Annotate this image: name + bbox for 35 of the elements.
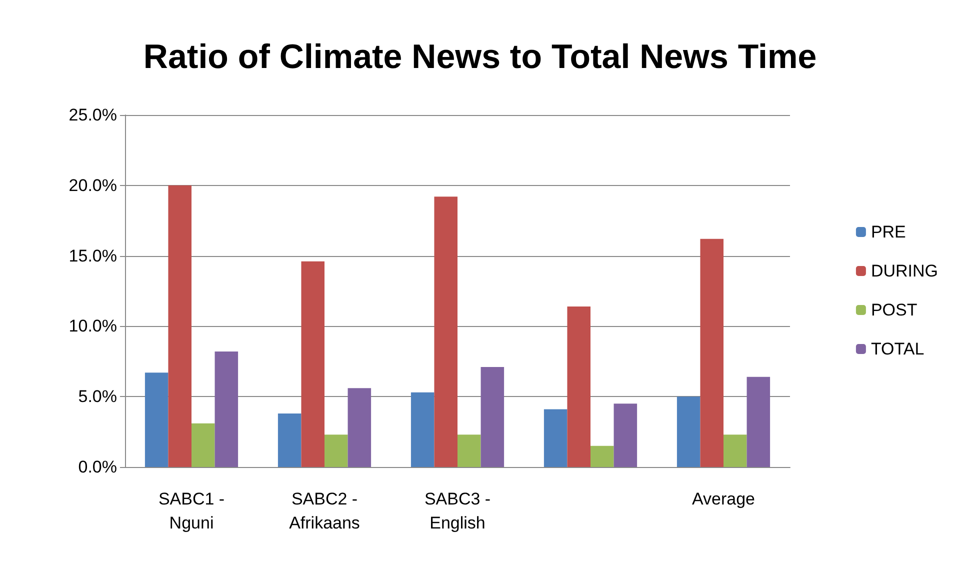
bar bbox=[434, 196, 458, 467]
x-tick-label: SABC3 - English bbox=[424, 490, 491, 532]
bar bbox=[301, 261, 324, 467]
legend-label: POST bbox=[870, 300, 918, 320]
bar bbox=[590, 446, 614, 467]
legend-label: DURING bbox=[870, 262, 938, 280]
bar bbox=[410, 392, 434, 467]
y-tick-label: 0.0% bbox=[78, 458, 117, 476]
y-tick-label: 5.0% bbox=[78, 387, 117, 406]
bar bbox=[168, 185, 192, 467]
y-tick-label: 25.0% bbox=[68, 106, 117, 124]
bar bbox=[724, 434, 747, 467]
y-tick-label: 15.0% bbox=[68, 246, 117, 266]
x-tick-label: SABC2 - Afrikaans bbox=[289, 490, 360, 532]
bar bbox=[348, 388, 372, 467]
x-tick-label: SABC1 - Nguni bbox=[158, 490, 225, 532]
legend-label: TOTAL bbox=[870, 340, 924, 358]
bar bbox=[480, 367, 504, 467]
bar bbox=[746, 376, 770, 467]
bar bbox=[567, 306, 590, 467]
chart-title: Ratio of Climate News to Total News Time bbox=[143, 38, 817, 76]
y-tick-label: 20.0% bbox=[68, 176, 117, 195]
bar bbox=[676, 396, 700, 467]
x-tick-label: Average bbox=[692, 490, 756, 508]
bar bbox=[324, 434, 348, 467]
bar bbox=[458, 434, 481, 467]
bar bbox=[700, 238, 724, 467]
bar bbox=[544, 409, 568, 467]
bar bbox=[214, 352, 238, 467]
bar bbox=[144, 372, 168, 467]
bar bbox=[614, 404, 638, 467]
y-tick-label: 10.0% bbox=[68, 316, 117, 336]
legend-label: PRE bbox=[870, 222, 906, 242]
bar bbox=[278, 413, 302, 467]
bar bbox=[192, 423, 215, 467]
